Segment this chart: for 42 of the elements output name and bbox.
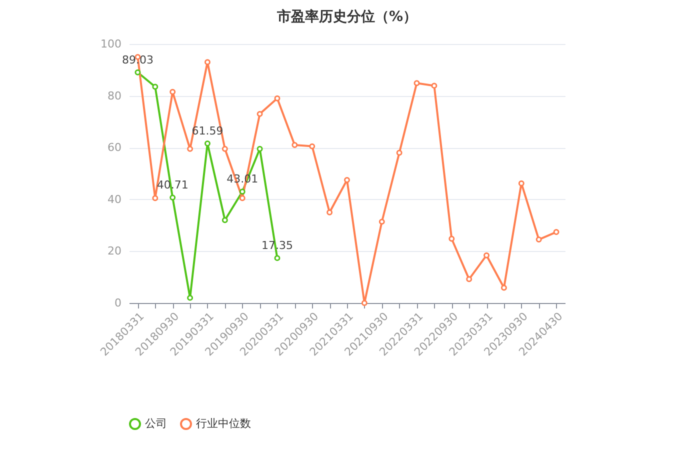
y-tick-label: 40 [108, 192, 122, 206]
point [274, 255, 280, 262]
point [414, 80, 420, 86]
point [239, 195, 246, 202]
legend-label: 行业中位数 [196, 417, 251, 430]
point [222, 217, 228, 224]
point [274, 95, 280, 102]
point [396, 150, 402, 156]
point [256, 110, 263, 117]
point [187, 294, 194, 301]
point [431, 82, 438, 89]
point [536, 236, 542, 243]
chart-title: 市盈率历史分位（%） [276, 8, 418, 25]
point [134, 69, 141, 76]
point [292, 142, 298, 148]
y-tick-label: 20 [108, 244, 122, 258]
point [187, 146, 194, 152]
point [239, 188, 246, 195]
point [448, 236, 455, 242]
point [152, 195, 158, 202]
point [378, 218, 385, 225]
point [553, 229, 560, 236]
point [344, 176, 350, 183]
y-tick-label: 100 [100, 38, 122, 50]
point [309, 143, 316, 150]
point [466, 276, 472, 282]
point [518, 180, 524, 186]
point [170, 194, 176, 201]
point [326, 209, 333, 216]
point [204, 59, 210, 66]
point [152, 84, 158, 90]
point [256, 146, 263, 152]
point [361, 300, 368, 306]
point [170, 88, 176, 95]
point [204, 140, 210, 146]
legend-label: 公司 [145, 417, 167, 430]
point [500, 284, 507, 291]
y-tick-label: 0 [114, 296, 122, 310]
y-tick-label: 60 [108, 141, 122, 154]
point [222, 146, 228, 152]
point [484, 252, 490, 258]
y-tick-label: 80 [108, 89, 122, 102]
